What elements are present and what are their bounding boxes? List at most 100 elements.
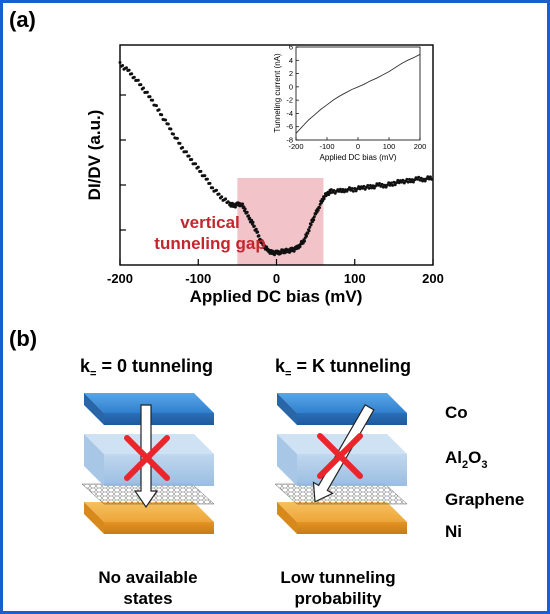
data-point — [217, 192, 221, 196]
data-point — [354, 189, 358, 193]
data-point — [303, 239, 306, 243]
data-point — [241, 202, 245, 206]
main-x-axis: -200 -100 0 100 200 — [107, 259, 444, 286]
data-point — [169, 127, 173, 131]
inset-x-axis-title: Applied DC bias (mV) — [320, 153, 397, 162]
data-point — [374, 184, 378, 188]
data-point — [312, 215, 316, 219]
inset-x-tick-label: 0 — [356, 142, 360, 151]
data-point — [342, 190, 346, 194]
left-co-top — [84, 393, 214, 413]
data-point — [142, 86, 145, 90]
panel-a-label: (a) — [9, 7, 36, 32]
data-point — [340, 190, 344, 194]
x-tick-label: 100 — [344, 271, 366, 286]
right-graphene-sheet — [274, 483, 408, 505]
data-point — [411, 180, 415, 184]
left-condition-title: k= = 0 tunneling — [80, 356, 213, 380]
inset-background — [296, 47, 420, 140]
data-point — [316, 208, 320, 212]
inset-y-tick-label: -6 — [286, 122, 293, 131]
data-point — [254, 227, 258, 231]
data-point — [265, 245, 269, 249]
inset-current-curve — [295, 53, 421, 134]
data-point — [145, 90, 149, 94]
layer-label-graphene: Graphene — [445, 490, 524, 509]
right-co-front — [297, 413, 407, 425]
data-point — [252, 224, 256, 228]
left-ni-side — [84, 502, 104, 534]
data-point — [151, 98, 155, 102]
data-point — [220, 195, 224, 199]
data-point — [329, 188, 333, 192]
data-point — [348, 186, 351, 190]
data-point — [405, 177, 409, 181]
data-point — [205, 177, 209, 181]
data-point — [309, 223, 313, 227]
data-point — [353, 187, 357, 190]
data-point — [243, 207, 247, 211]
right-caption-line1: Low tunneling — [280, 568, 395, 587]
data-point — [258, 237, 262, 241]
right-al2o3-side — [277, 434, 297, 486]
main-y-ticks — [120, 94, 126, 231]
data-point — [256, 230, 260, 234]
data-point — [307, 229, 311, 233]
data-point — [215, 188, 218, 192]
data-point — [257, 234, 261, 238]
data-point — [397, 181, 401, 185]
main-y-axis-title: DI/DV (a.u.) — [85, 110, 104, 201]
data-point — [203, 174, 207, 178]
inset-y-axis: -8 -6 -4 -2 0 2 4 6 — [286, 43, 299, 145]
data-point — [175, 136, 179, 140]
data-point — [190, 158, 194, 161]
inset-y-axis-title: Tunneling current (nA) — [273, 53, 282, 133]
data-point — [389, 181, 393, 185]
data-point — [423, 179, 427, 183]
data-point — [395, 181, 398, 185]
data-point — [318, 206, 321, 210]
data-point — [224, 197, 228, 201]
right-co-side — [277, 393, 297, 425]
data-point — [248, 216, 252, 220]
data-point — [247, 214, 250, 218]
data-point — [371, 184, 375, 188]
left-caption-line2: states — [123, 589, 172, 608]
data-point — [417, 175, 421, 179]
inset-y-tick-label: 2 — [289, 69, 293, 78]
data-point — [426, 175, 430, 179]
right-condition-title: k= = K tunneling — [275, 356, 411, 380]
left-ni-front — [104, 522, 214, 534]
data-point — [160, 113, 164, 117]
data-point — [245, 210, 249, 214]
data-point — [139, 83, 143, 87]
data-point — [118, 61, 122, 64]
layer-label-ni: Ni — [445, 522, 462, 541]
data-point — [401, 178, 405, 182]
layer-label-co: Co — [445, 403, 468, 422]
data-point — [410, 178, 414, 182]
right-layer-stack — [274, 393, 408, 534]
inset-x-tick-label: -100 — [319, 142, 334, 151]
data-point — [357, 185, 361, 189]
data-point — [148, 95, 152, 99]
inset-x-tick-label: -200 — [288, 142, 303, 151]
data-point — [305, 234, 308, 238]
data-point — [419, 176, 423, 180]
right-caption-line2: probability — [295, 589, 382, 608]
data-point — [338, 187, 342, 191]
data-point — [136, 78, 140, 82]
data-point — [396, 178, 400, 182]
x-tick-label: 0 — [273, 271, 280, 286]
main-data-series — [118, 61, 434, 257]
data-point — [185, 150, 188, 154]
data-point — [392, 180, 396, 184]
data-point — [391, 183, 395, 187]
data-point — [306, 231, 310, 235]
right-co-top — [277, 393, 407, 413]
right-ni-top — [277, 502, 407, 522]
data-point — [194, 162, 198, 166]
x-tick-label: -200 — [107, 271, 133, 286]
data-point — [351, 189, 355, 193]
data-point — [362, 184, 366, 188]
